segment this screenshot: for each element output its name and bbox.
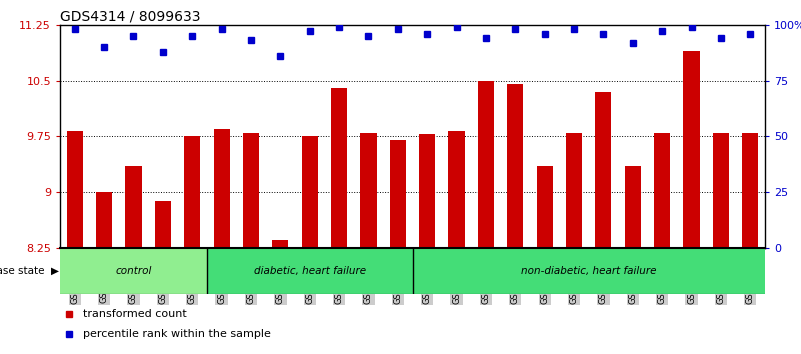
Bar [184, 136, 200, 248]
Text: diabetic, heart failure: diabetic, heart failure [254, 266, 366, 276]
Bar [595, 92, 611, 248]
Bar [743, 132, 759, 248]
Bar [507, 84, 523, 248]
Bar [390, 140, 406, 248]
Text: GDS4314 / 8099633: GDS4314 / 8099633 [60, 10, 200, 24]
Text: transformed count: transformed count [83, 309, 187, 319]
Bar [654, 132, 670, 248]
Bar [683, 51, 699, 248]
Bar [478, 80, 494, 248]
Bar [126, 166, 142, 248]
Bar [302, 136, 318, 248]
Bar [66, 131, 83, 248]
Bar [566, 132, 582, 248]
Bar [449, 131, 465, 248]
Bar [214, 129, 230, 248]
Bar [272, 240, 288, 248]
Bar [96, 192, 112, 248]
Bar [537, 166, 553, 248]
Bar [419, 134, 435, 248]
Bar [155, 201, 171, 248]
Bar [625, 166, 641, 248]
Bar [360, 132, 376, 248]
Text: control: control [115, 266, 151, 276]
Bar [243, 132, 259, 248]
Bar [331, 88, 347, 248]
Text: disease state  ▶: disease state ▶ [0, 266, 59, 276]
Text: non-diabetic, heart failure: non-diabetic, heart failure [521, 266, 657, 276]
Text: percentile rank within the sample: percentile rank within the sample [83, 329, 271, 339]
Bar [713, 132, 729, 248]
